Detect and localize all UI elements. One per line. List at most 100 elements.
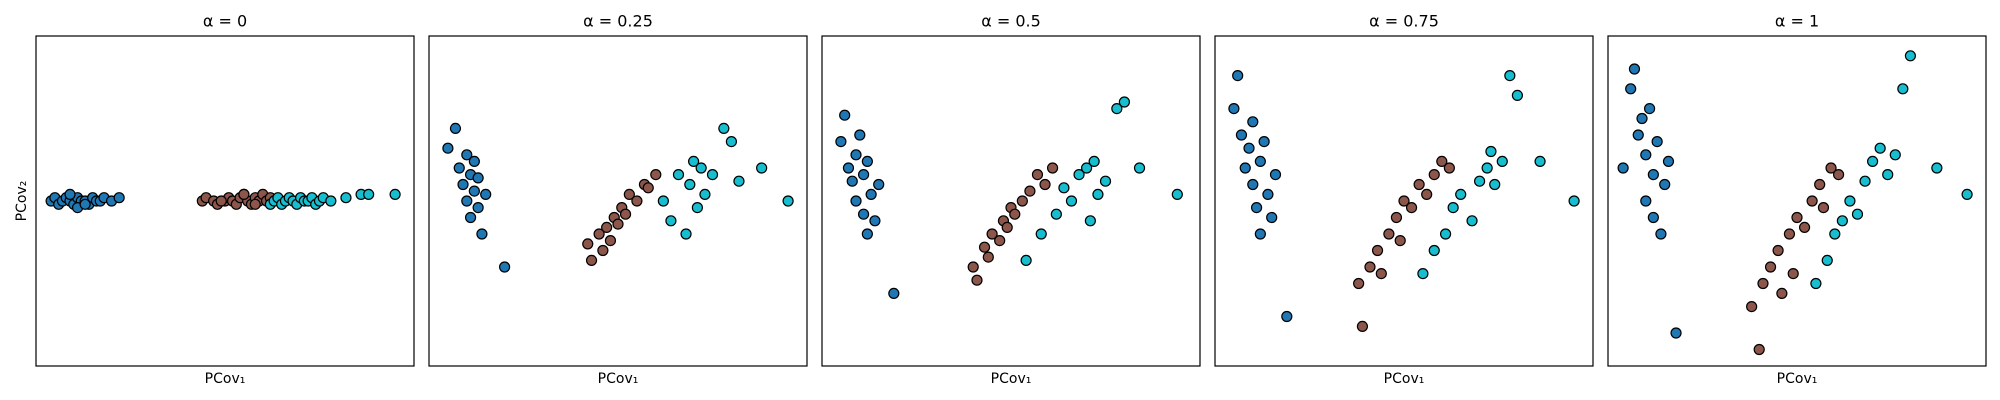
- point: [1118, 96, 1131, 108]
- point: [1232, 69, 1244, 82]
- point: [1269, 169, 1282, 181]
- point: [325, 195, 337, 207]
- point: [650, 169, 662, 181]
- point: [249, 198, 261, 210]
- point: [1640, 195, 1652, 207]
- point: [1844, 195, 1856, 207]
- point: [782, 195, 794, 207]
- point: [1035, 228, 1047, 240]
- plot-frame: [1607, 35, 1987, 367]
- point: [1662, 155, 1675, 167]
- point: [472, 202, 484, 214]
- point: [1832, 169, 1845, 181]
- plot-frame: [428, 35, 808, 367]
- point: [1636, 112, 1648, 125]
- point: [1281, 310, 1293, 323]
- point: [1640, 149, 1652, 161]
- point: [623, 188, 635, 200]
- point: [1080, 162, 1093, 174]
- point: [657, 195, 669, 207]
- point: [1254, 228, 1266, 240]
- x-axis-label: PCov₁: [598, 371, 639, 387]
- subplot-title: α = 1: [1775, 12, 1819, 31]
- point: [1776, 287, 1788, 299]
- point: [1814, 178, 1826, 191]
- point: [585, 254, 598, 266]
- point: [1791, 211, 1803, 224]
- point: [468, 185, 480, 197]
- point: [215, 195, 227, 207]
- point: [1171, 188, 1183, 200]
- point: [1371, 244, 1384, 257]
- point: [1235, 129, 1248, 141]
- point: [1050, 208, 1062, 220]
- point: [994, 235, 1006, 247]
- point: [1421, 188, 1433, 200]
- point: [695, 162, 707, 174]
- point: [461, 195, 473, 207]
- point: [706, 169, 719, 181]
- point: [631, 195, 643, 207]
- point: [464, 211, 477, 224]
- point: [1568, 195, 1580, 207]
- point: [1243, 142, 1255, 154]
- point: [835, 136, 847, 148]
- point: [1258, 136, 1270, 148]
- point: [1254, 155, 1266, 167]
- point: [839, 109, 851, 121]
- point: [1534, 155, 1546, 167]
- x-axis-label: PCov₁: [991, 371, 1032, 387]
- point: [687, 155, 700, 167]
- point: [982, 251, 994, 263]
- point: [1746, 301, 1758, 313]
- point: [1670, 327, 1682, 339]
- point: [873, 178, 885, 191]
- point: [472, 172, 484, 184]
- point: [971, 274, 983, 286]
- point: [680, 228, 692, 240]
- subplot-title: α = 0.25: [583, 12, 653, 31]
- point: [672, 169, 685, 181]
- point: [1961, 188, 1973, 200]
- point: [691, 202, 703, 214]
- point: [113, 192, 125, 204]
- point: [1810, 277, 1822, 290]
- point: [1250, 202, 1263, 214]
- point: [854, 129, 866, 141]
- point: [1836, 215, 1848, 227]
- point: [1073, 169, 1085, 181]
- point: [978, 241, 991, 253]
- point: [846, 175, 858, 187]
- point: [1058, 182, 1070, 194]
- plot-frame: [821, 35, 1201, 367]
- point: [850, 149, 862, 161]
- x-axis-label: PCov₁: [1384, 371, 1425, 387]
- point: [582, 238, 594, 250]
- point: [1065, 195, 1078, 207]
- point: [1031, 169, 1044, 181]
- point: [480, 188, 492, 200]
- point: [1092, 188, 1104, 200]
- point: [967, 261, 979, 273]
- point: [1020, 254, 1032, 266]
- point: [1428, 169, 1440, 181]
- point: [389, 188, 401, 200]
- point: [1496, 155, 1508, 167]
- point: [1046, 162, 1059, 174]
- point: [363, 188, 375, 200]
- point: [1806, 195, 1818, 207]
- point: [1133, 162, 1146, 174]
- subplot-title: α = 0.5: [981, 12, 1041, 31]
- point: [1889, 149, 1901, 161]
- point: [642, 182, 654, 194]
- point: [756, 162, 768, 174]
- point: [857, 208, 870, 220]
- point: [1866, 155, 1879, 167]
- point: [476, 228, 488, 240]
- point: [593, 228, 605, 240]
- point: [1239, 162, 1251, 174]
- point: [1099, 175, 1112, 187]
- point: [1628, 63, 1641, 75]
